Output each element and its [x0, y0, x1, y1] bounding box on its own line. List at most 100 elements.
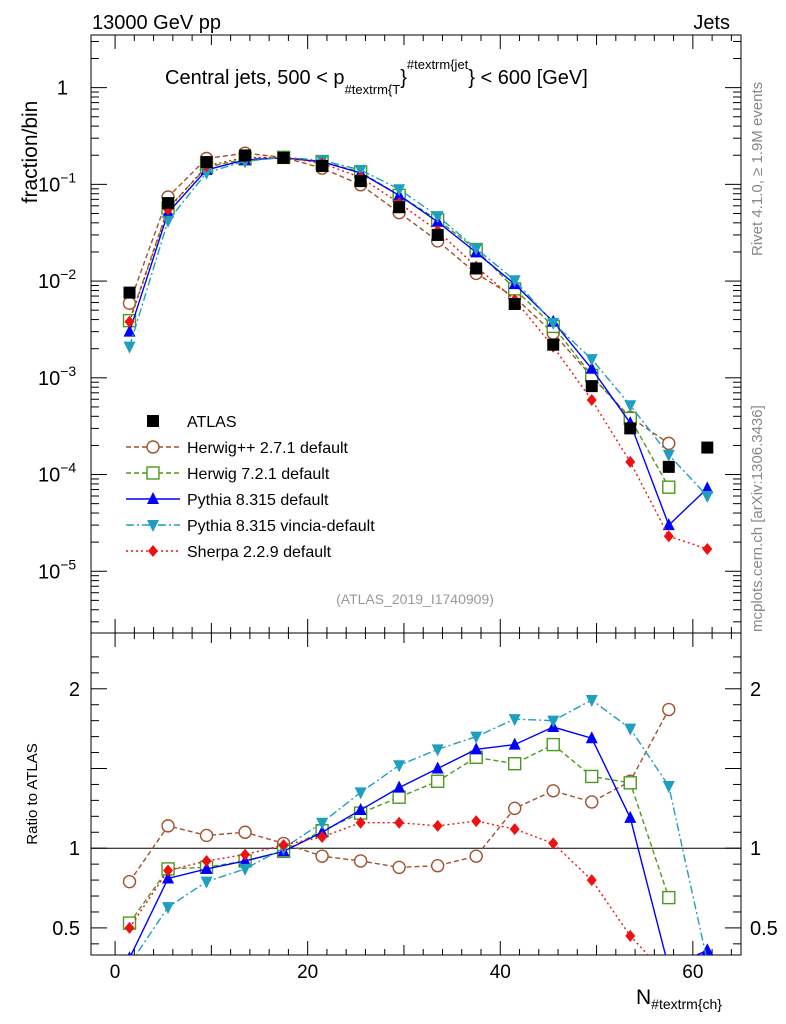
header-right: Jets — [693, 12, 730, 34]
legend-label: Pythia 8.315 vincia-default — [187, 518, 375, 535]
ratio-tick-label: 1 — [69, 838, 80, 860]
title-close: } — [400, 67, 407, 89]
data-point — [123, 324, 136, 337]
x-tick-label: 40 — [490, 962, 511, 983]
ratio-point — [317, 831, 328, 844]
ratio-tick-label: 0.5 — [52, 918, 80, 940]
ratio-point — [124, 960, 136, 972]
data-point — [124, 315, 135, 328]
legend-marker — [146, 440, 160, 454]
ratio-point — [547, 715, 560, 728]
legend-marker — [147, 492, 159, 504]
ratio-series-line — [135, 699, 707, 955]
legend-marker — [147, 520, 159, 532]
data-point — [547, 317, 560, 330]
ratio-point — [199, 828, 214, 843]
data-point — [431, 211, 444, 224]
data-point — [701, 490, 714, 503]
reference-point — [200, 156, 213, 169]
axis-ticks: 0 20 40 60 10−5 10−4 10−3 10−2 10−1 1 0.5 0.5 1 1 2 2 — [38, 35, 778, 983]
reference-point — [393, 201, 406, 214]
analysis-id: (ATLAS_2019_I1740909) — [336, 591, 494, 607]
ratio-point — [278, 839, 289, 852]
y-axis-label: fraction/bin — [19, 101, 42, 204]
ratio-point — [471, 815, 482, 828]
ratio-point — [585, 795, 599, 809]
data-point — [662, 436, 676, 451]
data-point — [162, 215, 175, 228]
ratio-tick-label: 0.5 — [750, 918, 778, 940]
ratio-point — [392, 790, 406, 804]
data-point — [200, 167, 213, 180]
data-point — [624, 400, 637, 413]
ratio-point — [354, 802, 367, 815]
reference-point — [277, 151, 290, 164]
x-tick-label: 60 — [682, 962, 703, 983]
reference-point — [162, 197, 175, 210]
ratio-point — [508, 737, 521, 750]
header-left: 13000 GeV pp — [92, 12, 221, 34]
y-tick-label: 1 — [57, 78, 68, 100]
ratio-tick-label: 2 — [69, 679, 80, 701]
reference-point — [701, 441, 714, 454]
ratio-tick-label: 2 — [750, 679, 761, 701]
legend-marker — [148, 545, 158, 557]
reference-point — [662, 460, 675, 473]
data-point — [354, 164, 367, 177]
data-point — [585, 354, 598, 367]
legend-label: ATLAS — [187, 414, 237, 431]
ratio-point — [586, 874, 597, 887]
ratio-point — [508, 757, 522, 771]
reference-point — [354, 175, 367, 188]
ratio-tick-label: 1 — [750, 838, 761, 860]
legend-marker — [147, 415, 159, 427]
ratio-point — [353, 854, 368, 868]
reference-point — [123, 286, 136, 299]
data-point — [122, 296, 137, 310]
ratio-series-line — [128, 743, 670, 924]
ratio-point — [662, 890, 676, 905]
reference-point — [624, 422, 637, 435]
legend-label: Sherpa 2.2.9 default — [187, 544, 332, 561]
ratio-point — [624, 810, 637, 823]
reference-point — [508, 297, 521, 310]
ratio-point — [394, 816, 405, 829]
legend: ATLAS Herwig++ 2.7.1 default Herwig 7.2.1 … — [126, 414, 375, 561]
ratio-point — [469, 849, 483, 863]
title-post: } < 600 [GeV] — [468, 67, 588, 89]
data-point — [662, 518, 675, 531]
reference-series — [123, 149, 714, 473]
legend-label: Pythia 8.315 default — [187, 492, 329, 509]
legend-label: Herwig 7.2.1 default — [187, 466, 330, 483]
reference-point — [431, 228, 444, 241]
ratio-point — [509, 823, 520, 836]
ratio-point — [315, 849, 329, 863]
data-point — [586, 393, 597, 406]
reference-point — [585, 380, 598, 393]
ratio-point — [355, 816, 366, 829]
reference-point — [470, 262, 483, 275]
ratio-point — [162, 871, 175, 884]
ratio-point — [546, 737, 560, 752]
ratio-point — [431, 761, 444, 774]
data-point — [701, 481, 714, 494]
data-point — [470, 243, 483, 256]
ratio-point — [701, 943, 714, 955]
data-point — [393, 184, 406, 197]
y-tick-label: 10−2 — [38, 266, 76, 293]
title-sub: #textrm{T — [345, 82, 401, 97]
ratio-y-axis-label: Ratio to ATLAS — [24, 743, 41, 844]
ratio-point — [162, 902, 175, 915]
series-line — [128, 156, 708, 550]
reference-point — [547, 338, 560, 351]
ratio-point — [239, 863, 252, 876]
ratio-point — [431, 744, 444, 757]
ratio-point — [623, 776, 637, 790]
ratio-point — [508, 714, 521, 727]
ratio-point — [432, 819, 443, 832]
ratio-point — [240, 848, 251, 861]
data-point — [702, 542, 713, 555]
ratio-point — [238, 825, 252, 839]
ratio-point — [316, 817, 329, 830]
